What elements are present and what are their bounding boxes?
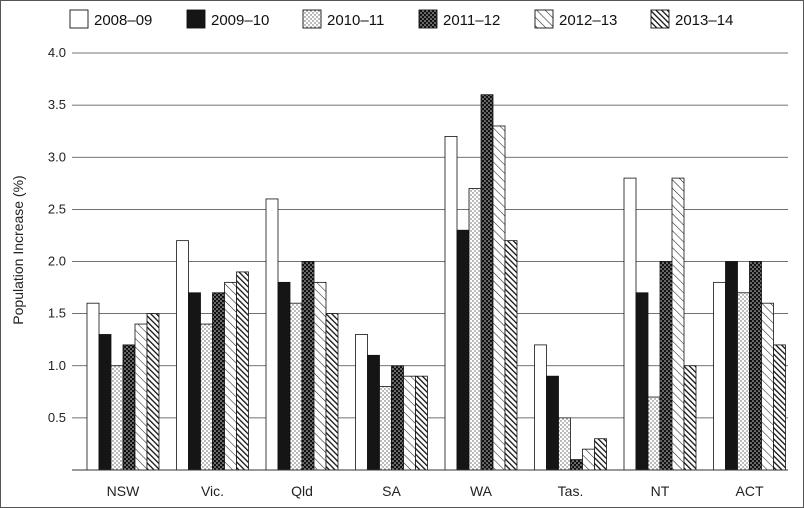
legend-swatch [302,9,322,29]
bar [546,375,559,471]
y-tick-label: 3.5 [48,97,66,112]
category-label: NSW [107,483,140,499]
bar [635,292,649,471]
legend-label: 2010–11 [327,12,384,29]
bar [582,448,595,471]
legend-label: 2012–13 [559,12,617,29]
bar [289,302,303,471]
category-label: WA [470,483,493,499]
bar [134,323,148,471]
legend-label: 2008–09 [94,12,152,29]
legend-swatch [650,9,670,29]
bar [265,198,279,471]
y-tick-label: 2.0 [48,254,66,269]
bar [558,417,571,471]
bar [277,281,291,471]
category-label: Tas. [558,483,584,499]
bar [749,261,762,471]
legend-label: 2009–10 [211,12,269,29]
bars [86,94,786,471]
bar [761,302,774,471]
bar [737,292,750,471]
legend: 2008–09 2009–10 2010–11 2011–12 2012–13 2013–… [69,9,733,29]
bar [212,292,225,471]
bar [713,281,726,471]
category-labels: NSW Vic. Qld SA WA Tas. NT ACT [107,483,764,499]
legend-swatch [69,9,89,29]
bar [110,365,124,471]
bar [367,354,380,471]
bar [671,177,685,471]
bar [224,281,237,471]
bar [492,125,506,471]
y-axis-title: Population Increase (%) [10,175,26,324]
bar [391,365,404,471]
bar [86,302,100,471]
bar [146,313,160,471]
bar [594,438,607,471]
category-label: NT [651,483,670,499]
legend-swatch [534,9,554,29]
bar [647,396,661,471]
bar [659,261,673,471]
bar [570,459,583,471]
bar [325,313,339,471]
legend-swatch [186,9,206,29]
category-label: ACT [736,483,764,499]
bar [623,177,637,471]
bar [480,94,494,471]
bar [355,334,368,471]
y-tick-label: 4.0 [48,45,66,60]
bar [176,240,189,471]
legend-label: 2013–14 [675,12,733,29]
bar [98,334,112,471]
bar [725,261,738,471]
y-tick-label: 0.5 [48,410,66,425]
bar [444,135,458,471]
bar [236,271,249,471]
bar [456,229,470,471]
y-tick-label: 3.0 [48,149,66,164]
bar [504,240,518,471]
bar [415,375,428,471]
y-tick-label: 2.5 [48,201,66,216]
category-label: SA [382,483,401,499]
bar [773,344,786,471]
y-tick-labels: 0.5 1.0 1.5 2.0 2.5 3.0 3.5 4.0 [48,45,66,425]
category-label: Vic. [201,483,224,499]
bar [683,365,697,471]
bar [188,292,201,471]
y-tick-label: 1.5 [48,306,66,321]
category-label: Qld [291,483,313,499]
bar [313,281,327,471]
bar [200,323,213,471]
y-tick-label: 1.0 [48,358,66,373]
bar [403,375,416,471]
bar [301,261,315,471]
bar [122,344,136,471]
legend-label: 2011–12 [443,12,500,29]
bar [468,188,482,471]
bar [534,344,547,471]
bar [379,386,392,471]
legend-swatch [418,9,438,29]
